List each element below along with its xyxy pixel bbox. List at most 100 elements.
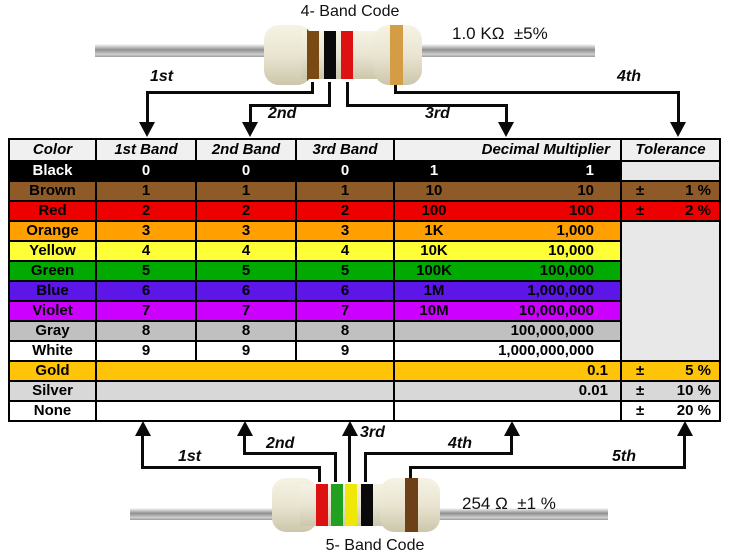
arrow-head-icon <box>670 122 686 137</box>
column-header-tolerance: Tolerance <box>622 140 719 160</box>
multiplier-shorthand: 1 <box>429 162 439 179</box>
band2-digit-cell: 0 <box>197 162 295 180</box>
band1-digit-cell: 2 <box>97 202 195 220</box>
arrow-line-segment <box>318 469 321 482</box>
merged-band-cell <box>97 382 393 400</box>
arrow-line-segment <box>510 434 513 455</box>
arrow-line-segment <box>409 469 412 485</box>
band3-digit-cell: 1 <box>297 182 393 200</box>
resistor-band-gold <box>390 25 403 85</box>
arrow-line-segment <box>311 82 314 93</box>
multiplier-shorthand: 100K <box>416 262 452 279</box>
multiplier-shorthand: 10 <box>425 182 443 199</box>
multiplier-cell: 1,000,000,000 <box>395 342 620 360</box>
arrow-head-icon <box>677 421 693 436</box>
row-label-white: White <box>10 342 95 360</box>
resistor-band-red <box>341 25 353 85</box>
arrow-line-segment <box>394 80 397 93</box>
tolerance-value: 2 % <box>685 202 711 219</box>
band3-digit-cell: 9 <box>297 342 393 360</box>
multiplier-cell: 0.1 <box>395 362 620 380</box>
multiplier-cell <box>395 402 620 420</box>
column-header-decimal-multiplier: Decimal Multiplier <box>395 140 620 160</box>
multiplier-value: 10 <box>577 182 594 199</box>
arrow-label-top-3rd: 3rd <box>425 105 450 122</box>
column-header-color: Color <box>10 140 95 160</box>
tolerance-sign: ± <box>636 402 645 419</box>
arrow-head-icon <box>242 122 258 137</box>
band3-digit-cell: 4 <box>297 242 393 260</box>
tolerance-value: 10 % <box>676 382 711 399</box>
band2-digit-cell: 5 <box>197 262 295 280</box>
five-band-resistor <box>130 478 608 532</box>
band1-digit-cell: 8 <box>97 322 195 340</box>
band1-digit-cell: 4 <box>97 242 195 260</box>
multiplier-value: 100 <box>568 202 594 219</box>
tolerance-value: 20 % <box>676 402 711 419</box>
multiplier-shorthand: 10K <box>420 242 448 259</box>
band2-digit-cell: 4 <box>197 242 295 260</box>
multiplier-value: 1,000,000,000 <box>498 342 594 359</box>
band2-digit-cell: 9 <box>197 342 295 360</box>
row-label-gold: Gold <box>10 362 95 380</box>
row-label-violet: Violet <box>10 302 95 320</box>
multiplier-value: 100,000,000 <box>510 322 594 339</box>
merged-band-cell <box>97 362 393 380</box>
tolerance-cell: ±20 % <box>622 402 719 420</box>
tolerance-cell: ±1 % <box>622 182 719 200</box>
arrow-line-segment <box>249 107 252 123</box>
tolerance-cell: ±2 % <box>622 202 719 220</box>
arrow-line-segment <box>348 434 351 482</box>
row-label-black: Black <box>10 162 95 180</box>
resistor-band-black <box>324 25 336 85</box>
arrow-line-segment <box>409 466 686 469</box>
row-label-brown: Brown <box>10 182 95 200</box>
multiplier-cell: 0.01 <box>395 382 620 400</box>
multiplier-shorthand: 10M <box>419 302 449 319</box>
band2-digit-cell: 6 <box>197 282 295 300</box>
tolerance-value: 5 % <box>685 362 711 379</box>
band2-digit-cell: 3 <box>197 222 295 240</box>
five-band-value-label: 254 Ω ±1 % <box>462 494 556 513</box>
tolerance-cell: ±10 % <box>622 382 719 400</box>
multiplier-value: 1,000 <box>556 222 594 239</box>
arrow-line-segment <box>146 94 149 123</box>
arrow-line-segment <box>364 455 367 482</box>
band3-digit-cell: 8 <box>297 322 393 340</box>
arrow-label-bottom-3rd: 3rd <box>360 424 385 441</box>
arrow-head-icon <box>504 421 520 436</box>
band1-digit-cell: 0 <box>97 162 195 180</box>
row-label-red: Red <box>10 202 95 220</box>
arrow-label-bottom-5th: 5th <box>612 448 636 465</box>
arrow-head-icon <box>135 421 151 436</box>
four-band-code-title: 4- Band Code <box>300 3 400 20</box>
arrow-label-top-4th: 4th <box>617 68 641 85</box>
arrow-label-bottom-2nd: 2nd <box>266 435 295 452</box>
band3-digit-cell: 7 <box>297 302 393 320</box>
resistor-band-yellow <box>345 478 357 532</box>
row-label-none: None <box>10 402 95 420</box>
arrow-label-bottom-1st: 1st <box>178 448 202 465</box>
arrow-label-bottom-4th: 4th <box>448 435 472 452</box>
band2-digit-cell: 2 <box>197 202 295 220</box>
resistor-band-green <box>331 478 343 532</box>
arrow-head-icon <box>139 122 155 137</box>
multiplier-value: 10,000,000 <box>518 302 594 319</box>
band1-digit-cell: 3 <box>97 222 195 240</box>
column-header-1st-band: 1st Band <box>97 140 195 160</box>
multiplier-value: 1 <box>585 162 594 179</box>
multiplier-cell: 100,000,000 <box>395 322 620 340</box>
resistor-band-brown <box>307 25 319 85</box>
merged-band-cell <box>97 402 393 420</box>
multiplier-cell: 10K 10,000 <box>395 242 620 260</box>
multiplier-value: 1,000,000 <box>527 282 594 299</box>
arrow-line-segment <box>146 91 314 94</box>
multiplier-cell: 1K 1,000 <box>395 222 620 240</box>
resistor-band-brown <box>405 478 418 532</box>
arrow-line-segment <box>346 82 349 106</box>
row-label-orange: Orange <box>10 222 95 240</box>
band3-digit-cell: 3 <box>297 222 393 240</box>
multiplier-value: 0.1 <box>587 362 608 379</box>
tolerance-value: 1 % <box>685 182 711 199</box>
